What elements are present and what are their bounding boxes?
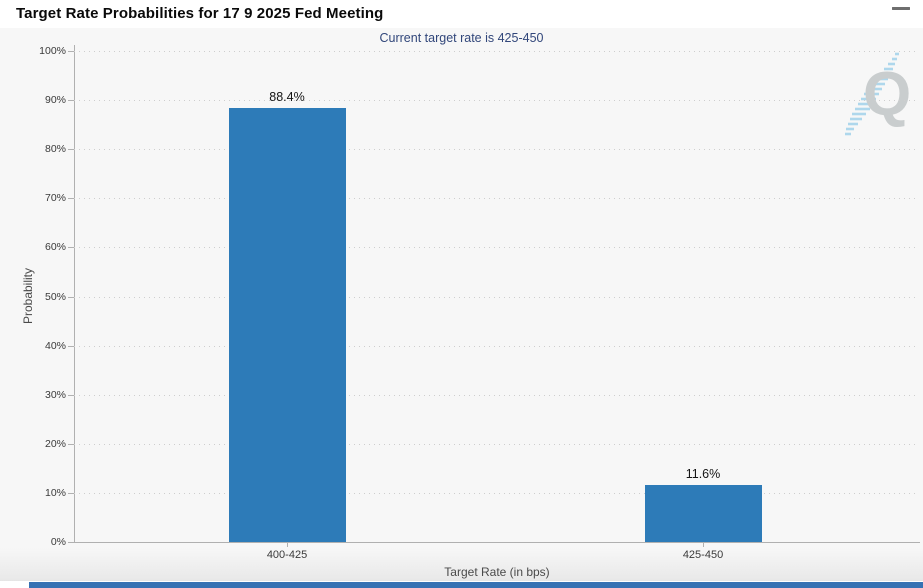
x-axis-line (74, 542, 920, 543)
bar-value-label: 11.6% (685, 467, 721, 482)
gridline-60% (74, 247, 918, 249)
x-tick (703, 542, 704, 547)
chart-header: Target Rate Probabilities for 17 9 2025 … (0, 0, 923, 28)
gridline-20% (74, 443, 918, 445)
y-tick (68, 394, 74, 396)
bar-425-450[interactable] (644, 485, 762, 542)
gridline-30% (74, 394, 918, 396)
x-tick (287, 542, 288, 547)
y-tick-label: 100% (39, 45, 66, 57)
hamburger-menu-icon[interactable] (892, 7, 910, 23)
x-category-label: 425-450 (682, 549, 724, 561)
x-category-label: 400-425 (266, 549, 308, 561)
y-tick (68, 198, 74, 200)
y-axis-line (74, 45, 75, 542)
gridline-90% (74, 100, 918, 102)
gridline-80% (74, 149, 918, 151)
y-tick-label: 50% (44, 290, 66, 303)
gridline-70% (74, 198, 918, 200)
y-tick (68, 443, 74, 445)
y-tick (68, 542, 74, 543)
chart-title: Target Rate Probabilities for 17 9 2025 … (16, 5, 384, 22)
y-tick-label: 30% (44, 388, 66, 401)
bar-400-425[interactable] (228, 107, 346, 542)
y-tick-label: 80% (44, 143, 66, 156)
gridline-50% (74, 296, 918, 298)
y-tick-label: 40% (44, 339, 66, 352)
y-tick (68, 100, 74, 102)
y-tick (68, 149, 74, 151)
y-tick (68, 296, 74, 298)
chart-subtitle: Current target rate is 425-450 (379, 31, 544, 45)
y-tick (68, 492, 74, 494)
y-tick (68, 345, 74, 347)
y-tick (68, 247, 74, 249)
y-tick-label: 10% (44, 486, 66, 499)
gridline-100% (74, 51, 918, 52)
y-axis-title: Probability (21, 267, 35, 325)
y-tick-label: 60% (44, 241, 66, 254)
gridline-10% (74, 492, 918, 494)
bottom-blue-strip (29, 582, 923, 588)
y-tick-label: 20% (44, 437, 66, 450)
y-tick-label: 70% (44, 192, 66, 205)
y-tick (68, 51, 74, 52)
gridline-40% (74, 345, 918, 347)
chart-background (0, 28, 923, 581)
bar-value-label: 88.4% (269, 89, 305, 104)
y-tick-label: 90% (44, 94, 66, 107)
y-tick-label: 0% (50, 536, 66, 548)
hamburger-bar (892, 7, 910, 10)
x-axis-title: Target Rate (in bps) (444, 565, 550, 579)
plot-area (74, 51, 918, 542)
